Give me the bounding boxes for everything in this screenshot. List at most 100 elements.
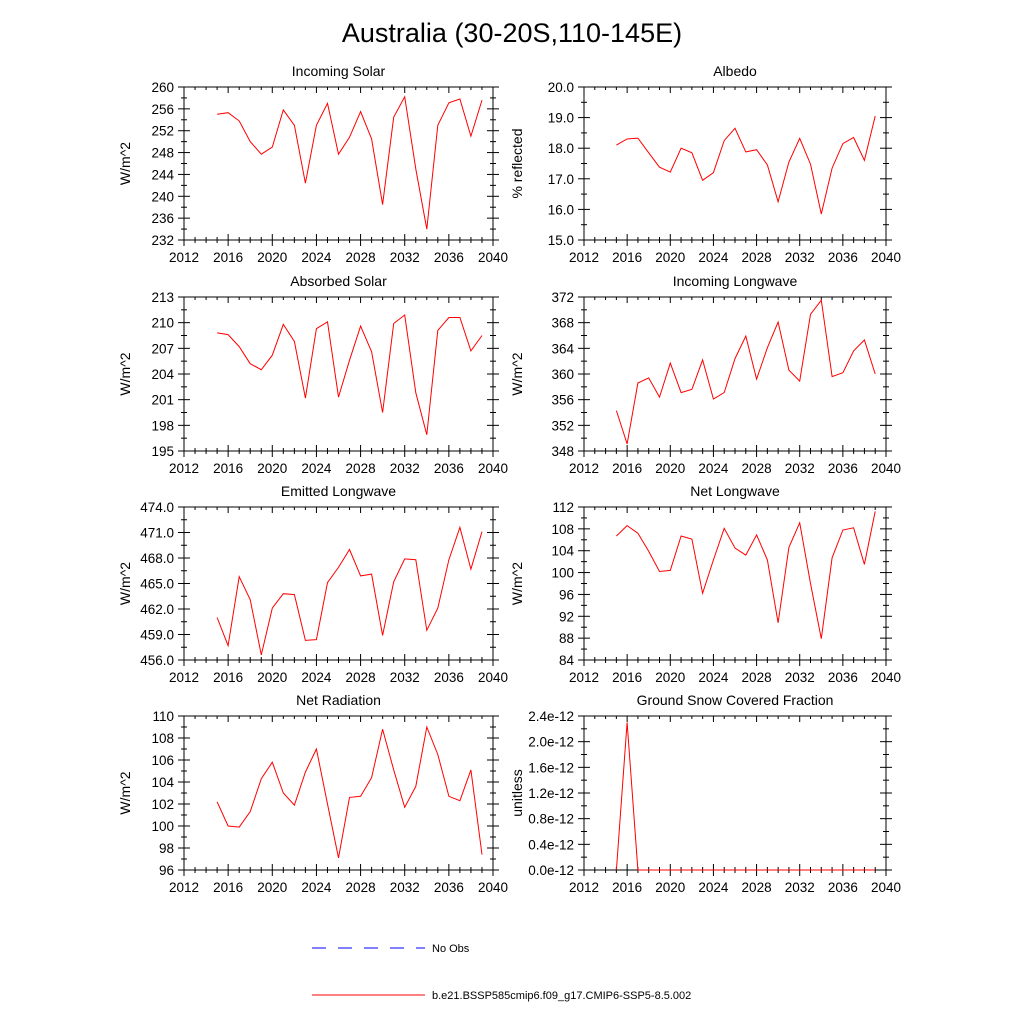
panel-2-ytick-label: 15.0	[548, 233, 574, 248]
panel-1-frame	[183, 86, 494, 241]
panel-7-ytick-label: 108	[151, 731, 174, 746]
panel-4-series-line	[615, 298, 876, 445]
panel-1-ytick-label: 248	[151, 146, 174, 161]
panel-3-ytick-label: 198	[151, 418, 174, 433]
panel-2-ytick-label: 17.0	[548, 172, 574, 187]
panel-2-frame	[583, 86, 887, 241]
panel-3: 2012 2016 2020 2024 2028 2032 2036 2040 195 198 20…	[117, 273, 508, 476]
panel-4-ytick-label: 368	[551, 316, 574, 331]
panel-2-ytick-label: 19.0	[548, 111, 574, 126]
panel-3-xtick-label: 2024	[301, 461, 332, 476]
panel-2-ytick-label: 16.0	[548, 202, 574, 217]
panel-1-ytick-label: 240	[151, 189, 174, 204]
panel-2-xtick-label: 2012	[569, 250, 599, 265]
panel-3-ytick-label: 201	[151, 393, 174, 408]
panel-5-ytick-label: 456.0	[140, 653, 174, 668]
panel-4-ytick-label: 348	[551, 444, 574, 459]
panel-6-xtick-label: 2020	[655, 670, 685, 685]
panel-6-frame	[583, 506, 887, 661]
panel-2-xtick-label: 2032	[785, 250, 815, 265]
panel-4-xtick-label: 2032	[785, 461, 815, 476]
panel-7-xtick-label: 2028	[346, 880, 376, 895]
panel-4-title: Incoming Longwave	[673, 273, 798, 289]
panel-7-xtick-label: 2032	[390, 880, 420, 895]
panel-5-title: Emitted Longwave	[281, 483, 396, 499]
panel-6-ytick-label: 100	[551, 566, 574, 581]
panel-5-xtick-label: 2040	[478, 670, 508, 685]
panel-5-ytick-label: 468.0	[140, 551, 174, 566]
panel-8-xtick-label: 2016	[612, 880, 642, 895]
panel-1-ytick-label: 256	[151, 102, 174, 117]
panel-3-ytick-label: 204	[151, 367, 174, 382]
panel-4: 2012 2016 2020 2024 2028 2032 2036 2040 348 352 35…	[509, 273, 901, 476]
panel-1-xtick-label: 2016	[213, 250, 243, 265]
panel-4-ylabel: W/m^2	[509, 352, 525, 395]
panel-7-ytick-label: 102	[151, 797, 174, 812]
panel-6-ytick-label: 108	[551, 522, 574, 537]
panel-4-xtick-label: 2036	[828, 461, 858, 476]
panel-1-xtick-label: 2036	[434, 250, 464, 265]
panel-4-xtick-label: 2012	[569, 461, 599, 476]
panel-6-xtick-label: 2036	[828, 670, 858, 685]
panel-7-xtick-label: 2036	[434, 880, 464, 895]
panel-8-xtick-label: 2036	[828, 880, 858, 895]
panel-4-xtick-label: 2016	[612, 461, 642, 476]
panel-6-ytick-label: 96	[559, 587, 574, 602]
panel-8-xtick-label: 2024	[698, 880, 729, 895]
panel-3-xtick-label: 2012	[169, 461, 199, 476]
panel-1-xtick-label: 2028	[346, 250, 376, 265]
panel-8-xtick-label: 2012	[569, 880, 599, 895]
panel-7-ytick-label: 96	[159, 863, 174, 878]
panel-3-xtick-label: 2020	[257, 461, 287, 476]
panel-3-xtick-label: 2028	[346, 461, 376, 476]
panel-6-xtick-label: 2040	[871, 670, 901, 685]
panel-1-xtick-label: 2040	[478, 250, 508, 265]
panel-6-xtick-label: 2028	[742, 670, 772, 685]
panel-4-xtick-label: 2040	[871, 461, 901, 476]
panel-3-ytick-label: 210	[151, 316, 174, 331]
panel-5-xtick-label: 2036	[434, 670, 464, 685]
panel-5-xtick-label: 2024	[301, 670, 332, 685]
panel-1-xtick-label: 2032	[390, 250, 420, 265]
panel-1-title: Incoming Solar	[292, 63, 386, 79]
panel-7-xtick-label: 2024	[301, 880, 332, 895]
panel-7-xtick-label: 2040	[478, 880, 508, 895]
panel-8-xtick-label: 2032	[785, 880, 815, 895]
panel-2-ytick-label: 18.0	[548, 141, 574, 156]
panel-7-xtick-label: 2016	[213, 880, 243, 895]
legend: No Obs b.e21.BSSP585cmip6.f09_g17.CMIP6-…	[312, 943, 691, 1002]
panel-3-xtick-label: 2016	[213, 461, 243, 476]
panel-8-xtick-label: 2040	[871, 880, 901, 895]
panel-8-ytick-label: 1.2e-12	[528, 786, 574, 801]
panel-6: 2012 2016 2020 2024 2028 2032 2036 2040 84 88 92 96…	[509, 483, 901, 685]
panel-2-xtick-label: 2024	[698, 250, 729, 265]
panel-8-title: Ground Snow Covered Fraction	[637, 692, 834, 708]
panel-4-ytick-label: 364	[551, 341, 574, 356]
panel-2-xtick-label: 2028	[742, 250, 772, 265]
panels: 2012 2016 2020 2024 2028 2032 2036 2040 232 236 24…	[117, 63, 901, 895]
panel-2: 2012 2016 2020 2024 2028 2032 2036 2040 15.0 16.0…	[509, 63, 901, 265]
panel-6-xtick-label: 2012	[569, 670, 599, 685]
panel-1: 2012 2016 2020 2024 2028 2032 2036 2040 232 236 24…	[117, 63, 508, 265]
panel-5-xtick-label: 2032	[390, 670, 420, 685]
panel-1-xtick-label: 2020	[257, 250, 287, 265]
panel-4-ytick-label: 352	[551, 418, 574, 433]
panel-3-ytick-label: 195	[151, 444, 174, 459]
panel-5-ylabel: W/m^2	[117, 562, 133, 605]
panel-6-ytick-label: 112	[552, 500, 574, 515]
panel-1-ytick-label: 236	[151, 211, 174, 226]
panel-7-ytick-label: 106	[151, 753, 174, 768]
panel-8-ylabel: unitless	[509, 769, 525, 816]
panel-3-ytick-label: 213	[151, 290, 174, 305]
panel-7-ytick-label: 110	[152, 709, 174, 724]
panel-4-xtick-label: 2024	[698, 461, 729, 476]
panel-2-xtick-label: 2040	[871, 250, 901, 265]
panel-2-xtick-label: 2036	[828, 250, 858, 265]
panel-8: 2012 2016 2020 2024 2028 2032 2036 2040 0.0e-12 0…	[509, 692, 901, 895]
panel-6-ytick-label: 88	[559, 631, 574, 646]
panel-5-xtick-label: 2012	[169, 670, 199, 685]
panel-5-ytick-label: 474.0	[140, 500, 174, 515]
panel-2-series-line	[616, 115, 876, 215]
panel-5-frame	[183, 506, 494, 661]
panel-1-ytick-label: 260	[151, 80, 174, 95]
